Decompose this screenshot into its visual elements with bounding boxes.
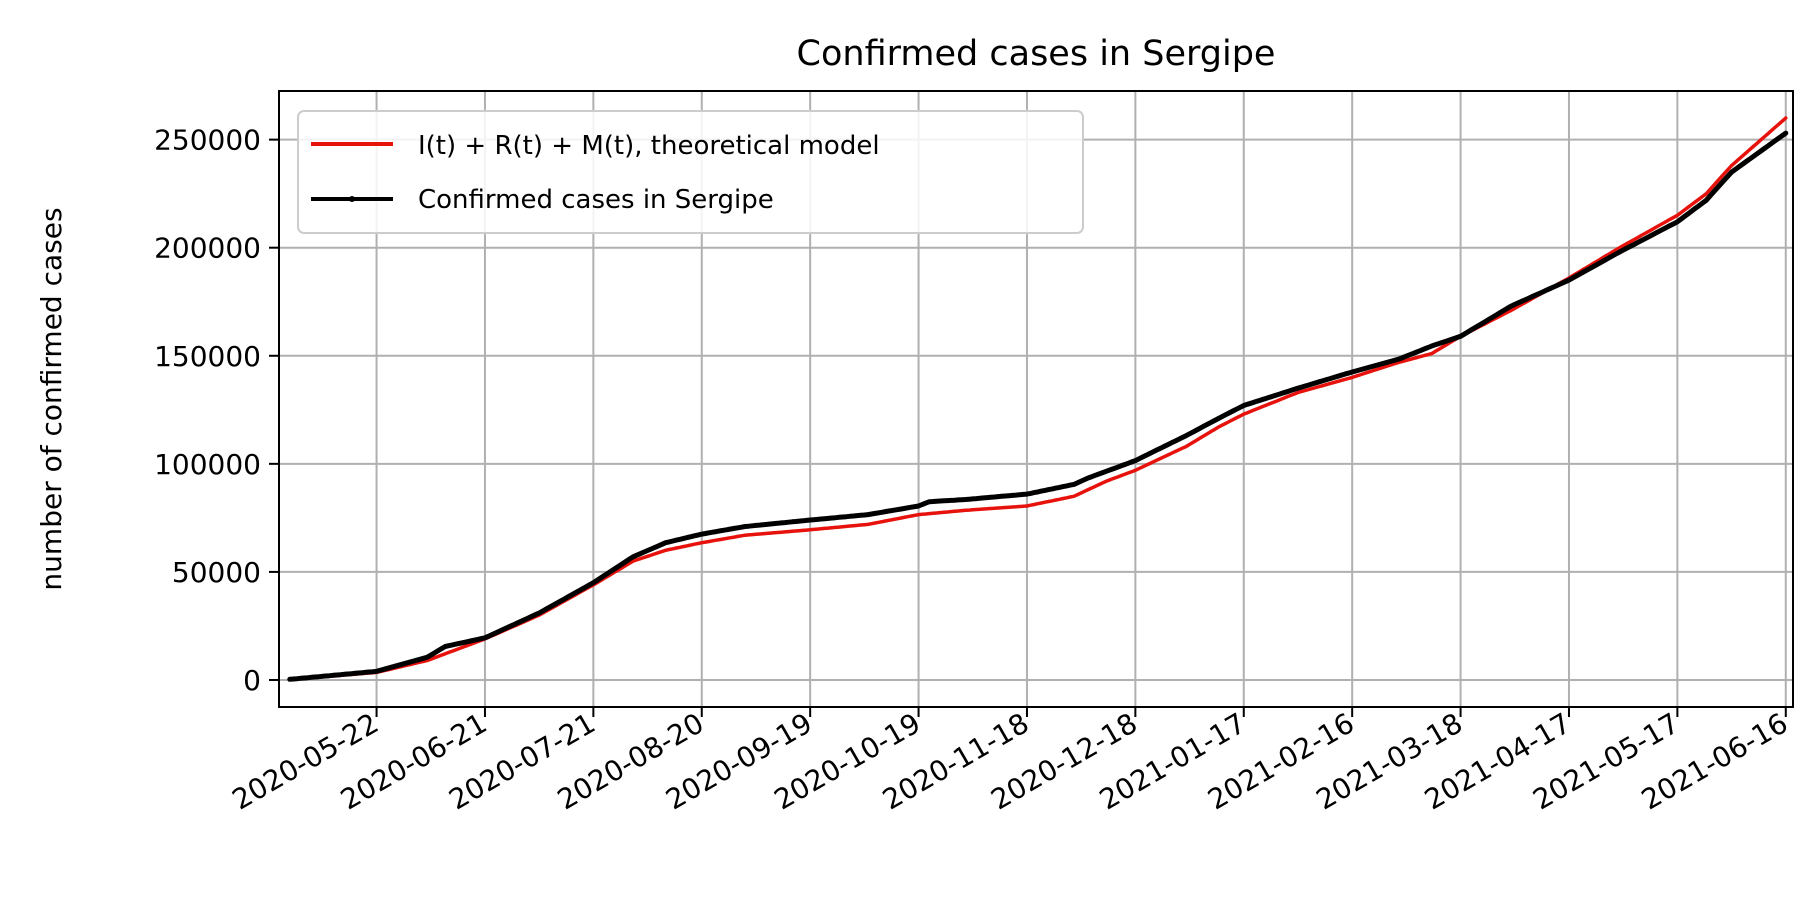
legend-label-model: I(t) + R(t) + M(t), theoretical model [418,131,880,161]
y-tick-label: 200000 [154,232,261,265]
y-tick-label: 150000 [154,340,261,373]
legend: I(t) + R(t) + M(t), theoretical model Co… [297,110,1084,234]
y-tick-label: 100000 [154,448,261,481]
series-layer [287,116,1789,682]
y-axis: 0 50000 100000 150000 200000 250000 [154,124,279,697]
series-line-confirmed [287,130,1789,682]
legend-label-confirmed: Confirmed cases in Sergipe [418,185,774,215]
y-axis-label: number of confirmed cases [35,207,68,590]
y-tick-label: 50000 [172,556,261,589]
legend-marker-confirmed [349,196,355,202]
chart-title: Confirmed cases in Sergipe [797,34,1276,74]
y-tick-label: 250000 [154,124,261,157]
plot-frame [278,90,1794,708]
legend-box [297,110,1084,234]
y-tick-label: 0 [243,664,261,697]
